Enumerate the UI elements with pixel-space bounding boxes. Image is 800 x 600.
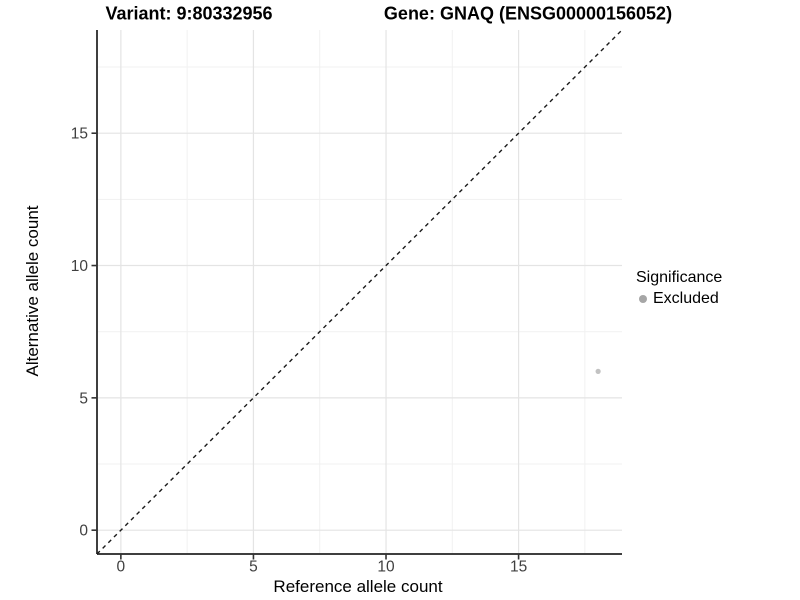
y-axis-label: Alternative allele count: [23, 205, 42, 377]
x-tick-label: 0: [117, 559, 126, 576]
x-tick-label: 5: [249, 559, 258, 576]
gene-title: Gene: GNAQ (ENSG00000156052): [383, 3, 673, 24]
x-tick-label: 10: [377, 559, 395, 576]
x-axis-label: Reference allele count: [273, 577, 443, 596]
legend-point-icon: [639, 295, 647, 303]
legend-title: Significance: [636, 269, 723, 286]
data-point-excluded: [595, 368, 601, 374]
identity-dashed-line: [96, 29, 623, 555]
x-tick-label: 15: [510, 559, 527, 576]
legend: Significance Excluded: [636, 269, 722, 308]
y-tick-label: 10: [71, 258, 89, 275]
legend-item-label: Excluded: [653, 290, 719, 307]
y-tick-label: 0: [79, 523, 88, 540]
legend-item-excluded: Excluded: [636, 290, 722, 308]
variant-title: Variant: 9:80332956: [105, 3, 273, 24]
y-tick-label: 15: [71, 126, 88, 143]
y-tick-label: 5: [79, 390, 88, 407]
